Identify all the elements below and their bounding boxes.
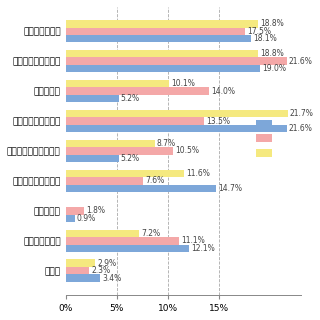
Bar: [66, 65, 260, 72]
Bar: [66, 147, 173, 155]
Text: 18.1%: 18.1%: [253, 34, 277, 43]
Bar: [66, 170, 184, 177]
Bar: [66, 110, 288, 117]
Text: 2.3%: 2.3%: [91, 266, 110, 275]
Bar: [66, 50, 258, 58]
Text: 12.1%: 12.1%: [191, 244, 215, 253]
Text: 2.9%: 2.9%: [97, 259, 116, 268]
Text: 18.8%: 18.8%: [260, 49, 284, 58]
Text: 10.5%: 10.5%: [175, 147, 199, 156]
Bar: [66, 177, 143, 185]
Text: 18.8%: 18.8%: [260, 19, 284, 28]
Text: 5.2%: 5.2%: [121, 154, 140, 163]
Text: 7.2%: 7.2%: [141, 229, 160, 238]
Bar: [66, 20, 258, 28]
Text: 21.6%: 21.6%: [289, 124, 313, 133]
Bar: [66, 80, 169, 87]
Text: 19.0%: 19.0%: [262, 64, 286, 73]
Bar: [66, 95, 119, 102]
Bar: [66, 244, 189, 252]
Bar: [66, 35, 251, 43]
Text: 14.7%: 14.7%: [218, 184, 242, 193]
Text: 3.4%: 3.4%: [102, 274, 122, 283]
Bar: [66, 28, 245, 35]
Text: 7.6%: 7.6%: [145, 176, 165, 185]
Bar: [66, 140, 155, 147]
Bar: [66, 215, 75, 222]
Bar: [66, 260, 95, 267]
Bar: [66, 125, 287, 132]
Text: 1.8%: 1.8%: [86, 206, 105, 215]
Bar: [66, 58, 287, 65]
Text: 10.1%: 10.1%: [171, 79, 195, 88]
Text: 5.2%: 5.2%: [121, 94, 140, 103]
Bar: [66, 237, 179, 244]
Text: 8.7%: 8.7%: [157, 139, 176, 148]
Bar: [66, 267, 89, 275]
Text: 13.5%: 13.5%: [206, 116, 230, 125]
Bar: [66, 275, 100, 282]
Text: 11.1%: 11.1%: [181, 236, 205, 245]
Bar: [66, 207, 84, 215]
Bar: [66, 87, 209, 95]
Text: 17.5%: 17.5%: [247, 27, 271, 36]
Text: 0.9%: 0.9%: [77, 214, 96, 223]
Bar: [66, 229, 139, 237]
Bar: [66, 155, 119, 162]
Bar: [66, 185, 216, 192]
Text: 21.7%: 21.7%: [290, 109, 314, 118]
Text: 14.0%: 14.0%: [211, 87, 235, 96]
Text: 11.6%: 11.6%: [186, 169, 210, 178]
Text: 21.6%: 21.6%: [289, 57, 313, 66]
Bar: [66, 117, 204, 125]
